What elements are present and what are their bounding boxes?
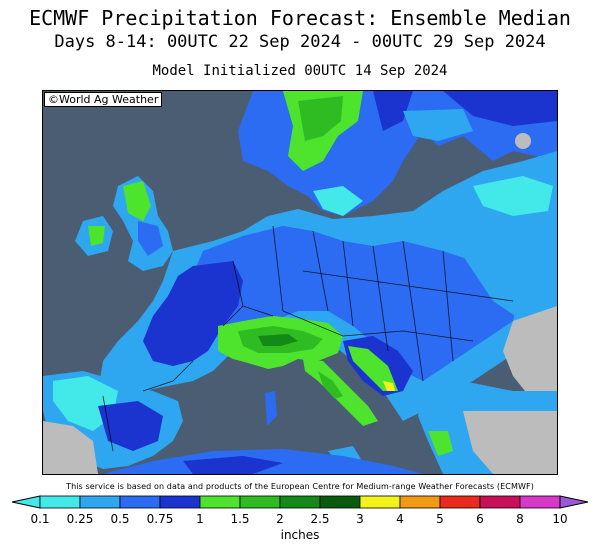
colorbar-swatch <box>319 495 361 509</box>
colorbar-swatch <box>399 495 441 509</box>
colorbar-swatch <box>359 495 401 509</box>
map-title: ECMWF Precipitation Forecast: Ensemble M… <box>29 6 571 30</box>
units-label: inches <box>280 528 320 542</box>
colorbar-swatch <box>279 495 321 509</box>
colorbar-tick-label: 1 <box>196 512 204 526</box>
colorbar-swatch <box>479 495 521 509</box>
country-borders <box>102 225 514 452</box>
colorbar-tick-label: 2.5 <box>310 512 330 526</box>
colorbar-tick-label: 1.5 <box>230 512 250 526</box>
colorbar-swatch <box>79 495 121 509</box>
colorbar-tick-label: 8 <box>516 512 524 526</box>
model-initialized: Model Initialized 00UTC 14 Sep 2024 <box>152 63 448 79</box>
colorbar-tick-label: 0.75 <box>146 512 174 526</box>
colorbar-arrow-high <box>559 495 589 509</box>
colorbar-tick-label: 2 <box>276 512 284 526</box>
copyright-notice: ©World Ag Weather <box>44 92 163 107</box>
colorbar-tick-label: 5 <box>436 512 444 526</box>
british-isles <box>75 176 173 271</box>
colorbar-tick-label: 4 <box>396 512 404 526</box>
ecmwf-disclaimer: This service is based on data and produc… <box>66 482 534 491</box>
colorbar-tick-label: 6 <box>476 512 484 526</box>
colorbar-tick-label: 0.25 <box>66 512 94 526</box>
colorbar-swatch <box>159 495 201 509</box>
colorbar-tick-label: 0.1 <box>30 512 50 526</box>
colorbar-arrow-low <box>11 495 41 509</box>
colorbar-swatch <box>199 495 241 509</box>
precipitation-colorbar <box>11 495 589 509</box>
scandinavia <box>238 91 557 216</box>
colorbar-swatch <box>119 495 161 509</box>
precipitation-map <box>42 90 558 475</box>
colorbar-tick-label: 3 <box>356 512 364 526</box>
colorbar-tick-label: 10 <box>552 512 568 526</box>
colorbar-swatch <box>39 495 81 509</box>
colorbar-swatch <box>239 495 281 509</box>
colorbar-swatch <box>439 495 481 509</box>
colorbar-swatch <box>519 495 561 509</box>
iberia <box>43 371 183 474</box>
colorbar-tick-label: 0.5 <box>110 512 130 526</box>
forecast-period: Days 8-14: 00UTC 22 Sep 2024 - 00UTC 29 … <box>54 32 546 52</box>
continental-europe <box>98 151 557 474</box>
